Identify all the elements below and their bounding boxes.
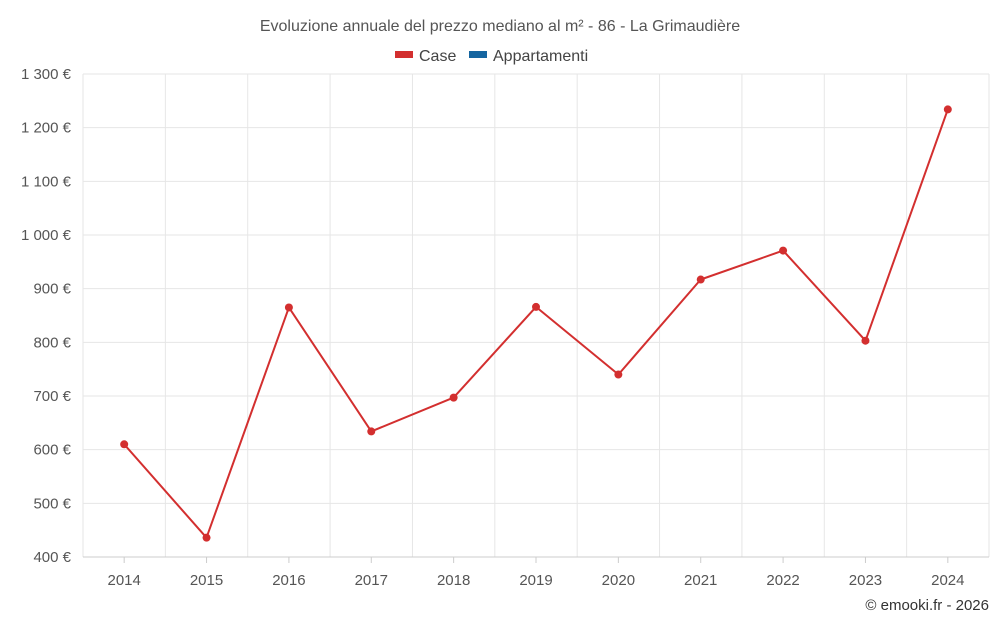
y-tick-label: 1 200 €: [21, 120, 72, 137]
y-axis: 400 € 500 € 600 € 700 € 800 € 900 € 1 000 € 1 1…: [21, 66, 72, 566]
y-tick-label: 600 €: [33, 442, 71, 459]
x-tick-label: 2020: [602, 572, 635, 589]
x-tick-label: 2022: [766, 572, 799, 589]
gridlines: [82, 73, 990, 557]
legend[interactable]: Case Appartamenti: [395, 48, 588, 65]
data-point[interactable]: [449, 393, 458, 402]
data-point[interactable]: [861, 336, 870, 345]
y-tick-label: 1 000 €: [21, 227, 72, 244]
y-tick-label: 1 300 €: [21, 66, 72, 83]
data-point[interactable]: [284, 303, 293, 312]
data-point[interactable]: [202, 533, 211, 542]
y-tick-label: 800 €: [33, 334, 71, 351]
x-tick-label: 2014: [107, 572, 140, 589]
legend-label-case: Case: [419, 48, 456, 65]
legend-item-case[interactable]: Case: [395, 48, 456, 65]
data-point[interactable]: [532, 302, 540, 311]
y-tick-label: 500 €: [33, 495, 71, 512]
x-axis: 2014 2015 2016 2017 2018 2019 2020 2021 2022 2023…: [83, 556, 989, 589]
y-tick-label: 1 100 €: [21, 173, 72, 190]
x-tick-label: 2021: [684, 572, 717, 589]
x-tick-label: 2019: [519, 572, 552, 589]
y-tick-label: 900 €: [33, 281, 71, 298]
data-point[interactable]: [120, 440, 129, 449]
data-point[interactable]: [696, 275, 705, 284]
x-tick-label: 2023: [849, 572, 882, 589]
credit-text: © emooki.fr - 2026: [865, 597, 989, 614]
plot-area: [120, 105, 952, 542]
chart-title: Evoluzione annuale del prezzo mediano al…: [260, 18, 740, 35]
data-point[interactable]: [943, 105, 952, 114]
x-tick-label: 2017: [355, 572, 388, 589]
x-tick-label: 2018: [437, 572, 470, 589]
legend-item-appartamenti[interactable]: Appartamenti: [469, 48, 588, 65]
data-point[interactable]: [367, 427, 376, 436]
data-point[interactable]: [779, 246, 788, 255]
y-tick-label: 400 €: [33, 549, 71, 566]
x-tick-label: 2024: [931, 572, 964, 589]
y-tick-label: 700 €: [33, 388, 71, 405]
x-tick-label: 2015: [190, 572, 223, 589]
x-tick-label: 2016: [272, 572, 305, 589]
legend-swatch-case: [395, 51, 413, 58]
legend-label-appartamenti: Appartamenti: [493, 48, 588, 65]
data-point[interactable]: [614, 370, 623, 379]
legend-swatch-appartamenti: [469, 51, 487, 58]
